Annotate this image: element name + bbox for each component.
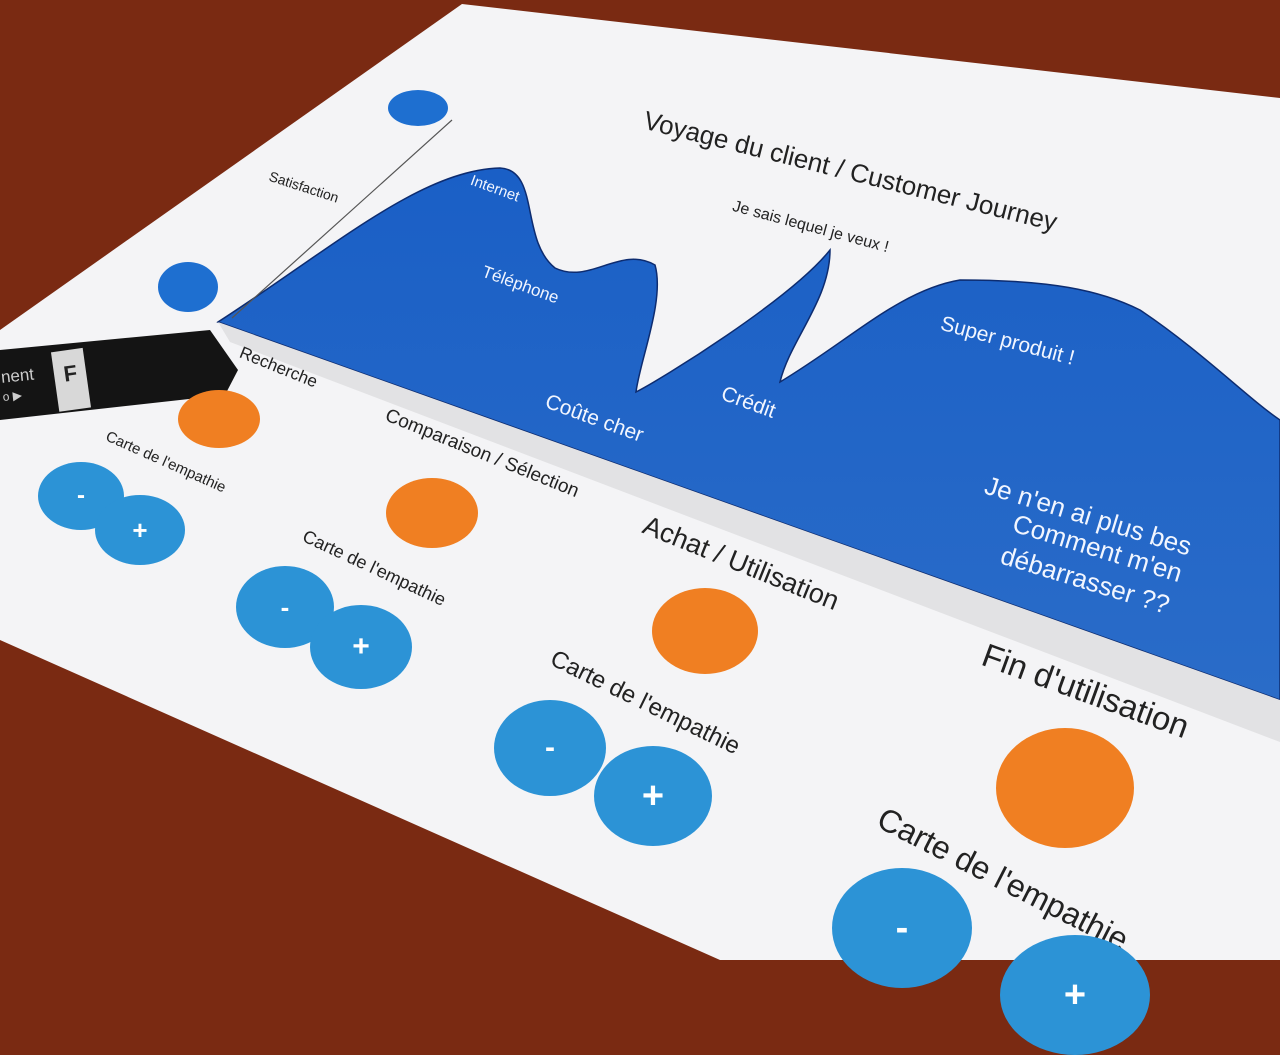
- minus-sticker: -: [494, 700, 606, 796]
- happy-face-icon: [388, 90, 448, 126]
- plus-sticker: +: [310, 605, 412, 689]
- marker-sublabel: o ▶: [2, 387, 23, 404]
- y-axis: [231, 119, 453, 319]
- orange-smiley-sticker: [386, 478, 478, 548]
- orange-smiley-sticker: [652, 588, 758, 674]
- phase-strip: [218, 322, 1280, 742]
- minus-sticker: -: [832, 868, 972, 988]
- satisfaction-curve-area: [216, 167, 1280, 701]
- orange-smiley-sticker: [178, 390, 260, 448]
- marker-pen: [0, 330, 238, 420]
- scene: [0, 4, 1280, 960]
- plus-sticker: +: [95, 495, 185, 565]
- orange-smiley-sticker: [996, 728, 1134, 848]
- sad-face-icon: [158, 262, 218, 312]
- plus-sticker: +: [1000, 935, 1150, 1055]
- plus-sticker: +: [594, 746, 712, 846]
- marker-label: nent: [0, 364, 35, 387]
